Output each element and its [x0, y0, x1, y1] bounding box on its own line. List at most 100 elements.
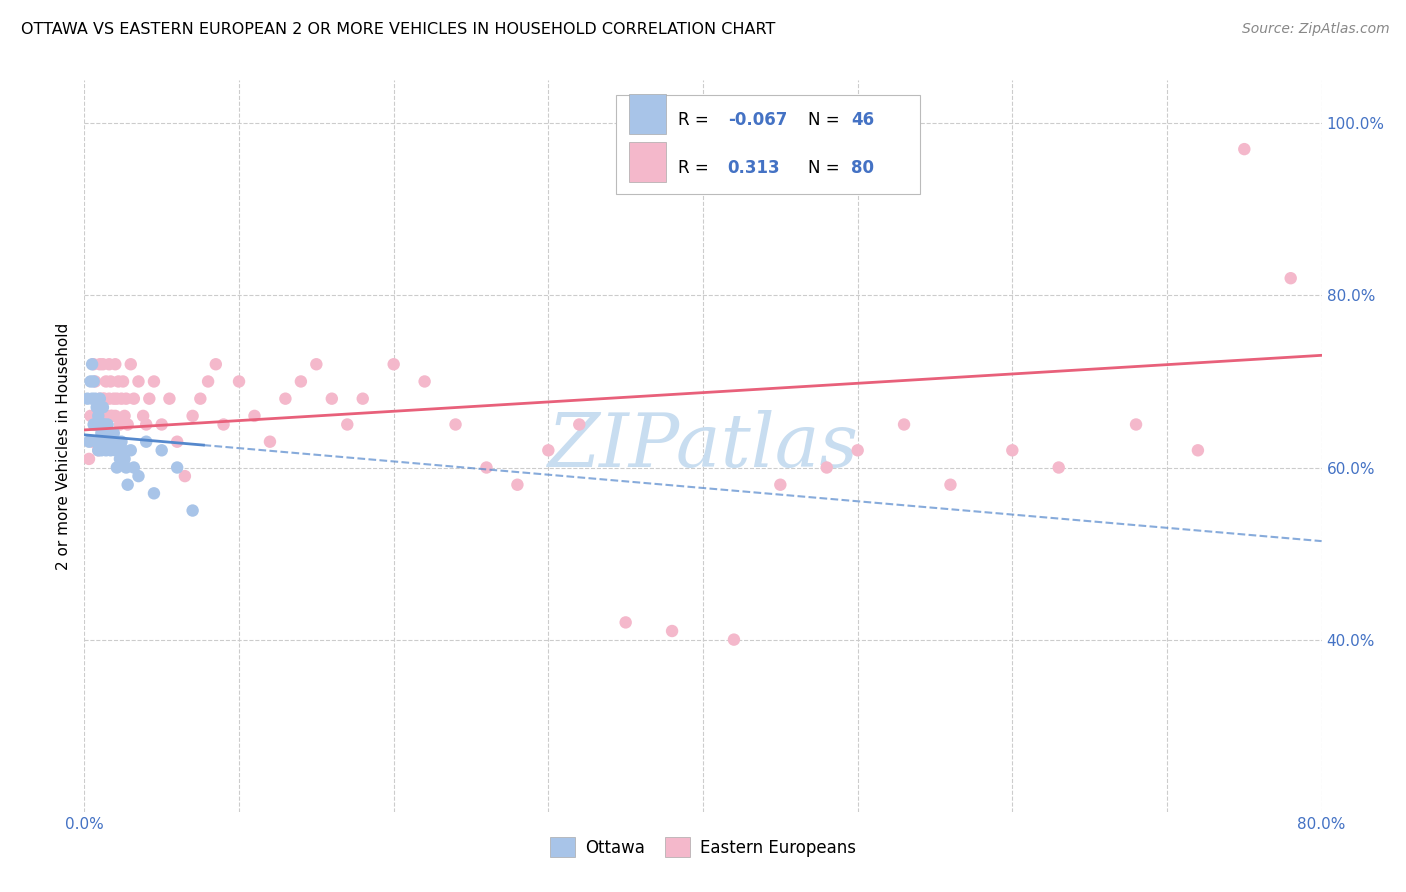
Text: Source: ZipAtlas.com: Source: ZipAtlas.com [1241, 22, 1389, 37]
Point [104, 443, 127, 458]
Point [212, 417, 235, 432]
Point [614, 615, 637, 630]
Point [87, 401, 110, 415]
Point [115, 460, 138, 475]
Point [82, 434, 104, 449]
Point [97, 434, 120, 449]
Point [93, 417, 115, 432]
Point [537, 443, 560, 458]
Point [104, 357, 127, 371]
Point [1125, 417, 1147, 432]
Point [86, 417, 108, 432]
Point [83, 357, 105, 371]
Point [79, 375, 101, 389]
Point [86, 434, 108, 449]
Point [228, 375, 250, 389]
Point [815, 460, 838, 475]
Point [120, 443, 142, 458]
Point [114, 409, 136, 423]
Point [661, 624, 683, 638]
Point [1001, 443, 1024, 458]
Point [110, 434, 132, 449]
Point [138, 392, 160, 406]
Point [135, 434, 157, 449]
Point [94, 417, 117, 432]
Point [108, 451, 131, 466]
Point [143, 375, 166, 389]
Point [83, 417, 105, 432]
Text: 80: 80 [852, 159, 875, 177]
Point [87, 443, 110, 458]
Point [100, 375, 122, 389]
Point [79, 409, 101, 423]
Point [93, 392, 115, 406]
Y-axis label: 2 or more Vehicles in Household: 2 or more Vehicles in Household [56, 322, 72, 570]
Point [100, 409, 122, 423]
Point [128, 469, 150, 483]
Point [89, 392, 111, 406]
Point [107, 434, 129, 449]
Point [132, 409, 155, 423]
Point [90, 443, 112, 458]
Point [112, 443, 135, 458]
Point [101, 434, 124, 449]
Point [321, 392, 343, 406]
Point [93, 434, 115, 449]
Point [159, 392, 181, 406]
Text: ZIPatlas: ZIPatlas [547, 409, 859, 483]
Point [112, 375, 135, 389]
Point [181, 503, 204, 517]
Point [94, 375, 117, 389]
Point [444, 417, 467, 432]
Point [84, 417, 107, 432]
Point [97, 409, 120, 423]
Text: -0.067: -0.067 [728, 112, 787, 129]
Point [90, 426, 112, 441]
Point [101, 409, 124, 423]
Point [197, 375, 219, 389]
Text: 0.313: 0.313 [728, 159, 780, 177]
Point [91, 401, 114, 415]
Point [90, 417, 112, 432]
Point [98, 392, 121, 406]
Point [290, 375, 312, 389]
Point [94, 443, 117, 458]
Point [166, 434, 188, 449]
Point [103, 392, 125, 406]
Point [77, 434, 100, 449]
Point [769, 477, 792, 491]
Point [100, 443, 122, 458]
Point [91, 392, 114, 406]
Point [91, 357, 114, 371]
Point [89, 417, 111, 432]
Point [122, 460, 145, 475]
FancyBboxPatch shape [616, 95, 920, 194]
Point [91, 417, 114, 432]
Point [413, 375, 436, 389]
Point [77, 451, 100, 466]
Point [128, 375, 150, 389]
Point [83, 375, 105, 389]
Point [1233, 142, 1256, 156]
Point [105, 392, 128, 406]
Point [150, 443, 173, 458]
Point [846, 443, 869, 458]
Point [103, 426, 125, 441]
Point [97, 417, 120, 432]
Text: 46: 46 [852, 112, 875, 129]
Point [87, 409, 110, 423]
Point [84, 392, 107, 406]
Point [117, 477, 139, 491]
Point [352, 392, 374, 406]
Point [305, 357, 328, 371]
Point [120, 357, 142, 371]
Point [723, 632, 745, 647]
Point [243, 409, 266, 423]
Text: N =: N = [808, 159, 845, 177]
Point [1187, 443, 1209, 458]
Point [89, 357, 111, 371]
Point [110, 392, 132, 406]
Point [143, 486, 166, 500]
Text: OTTAWA VS EASTERN EUROPEAN 2 OR MORE VEHICLES IN HOUSEHOLD CORRELATION CHART: OTTAWA VS EASTERN EUROPEAN 2 OR MORE VEH… [21, 22, 776, 37]
Point [93, 426, 115, 441]
